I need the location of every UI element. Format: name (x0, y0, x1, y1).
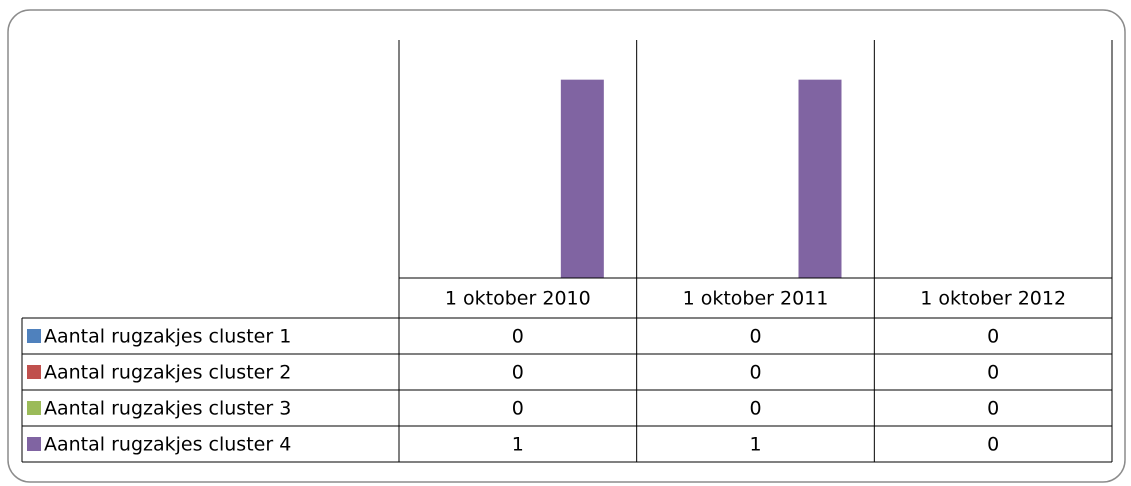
category-label: 1 oktober 2012 (920, 288, 1066, 310)
table-value: 0 (749, 362, 761, 384)
legend-key (27, 437, 41, 451)
table-value: 0 (749, 326, 761, 348)
bar (560, 79, 604, 279)
table-value: 1 (512, 434, 524, 456)
table-value: 0 (512, 326, 524, 348)
legend-key (27, 401, 41, 415)
legend-label: Aantal rugzakjes cluster 1 (44, 326, 291, 348)
legend-label: Aantal rugzakjes cluster 3 (44, 398, 291, 420)
table-value: 0 (987, 326, 999, 348)
table-value: 0 (749, 398, 761, 420)
category-label: 1 oktober 2011 (683, 288, 829, 310)
bar (798, 79, 842, 279)
table-value: 0 (512, 398, 524, 420)
category-label: 1 oktober 2010 (445, 288, 591, 310)
legend-label: Aantal rugzakjes cluster 2 (44, 362, 291, 384)
table-value: 0 (987, 434, 999, 456)
table-value: 1 (749, 434, 761, 456)
legend-label: Aantal rugzakjes cluster 4 (44, 434, 291, 456)
legend-key (27, 329, 41, 343)
table-value: 0 (512, 362, 524, 384)
legend-key (27, 365, 41, 379)
table-value: 0 (987, 398, 999, 420)
table-value: 0 (987, 362, 999, 384)
